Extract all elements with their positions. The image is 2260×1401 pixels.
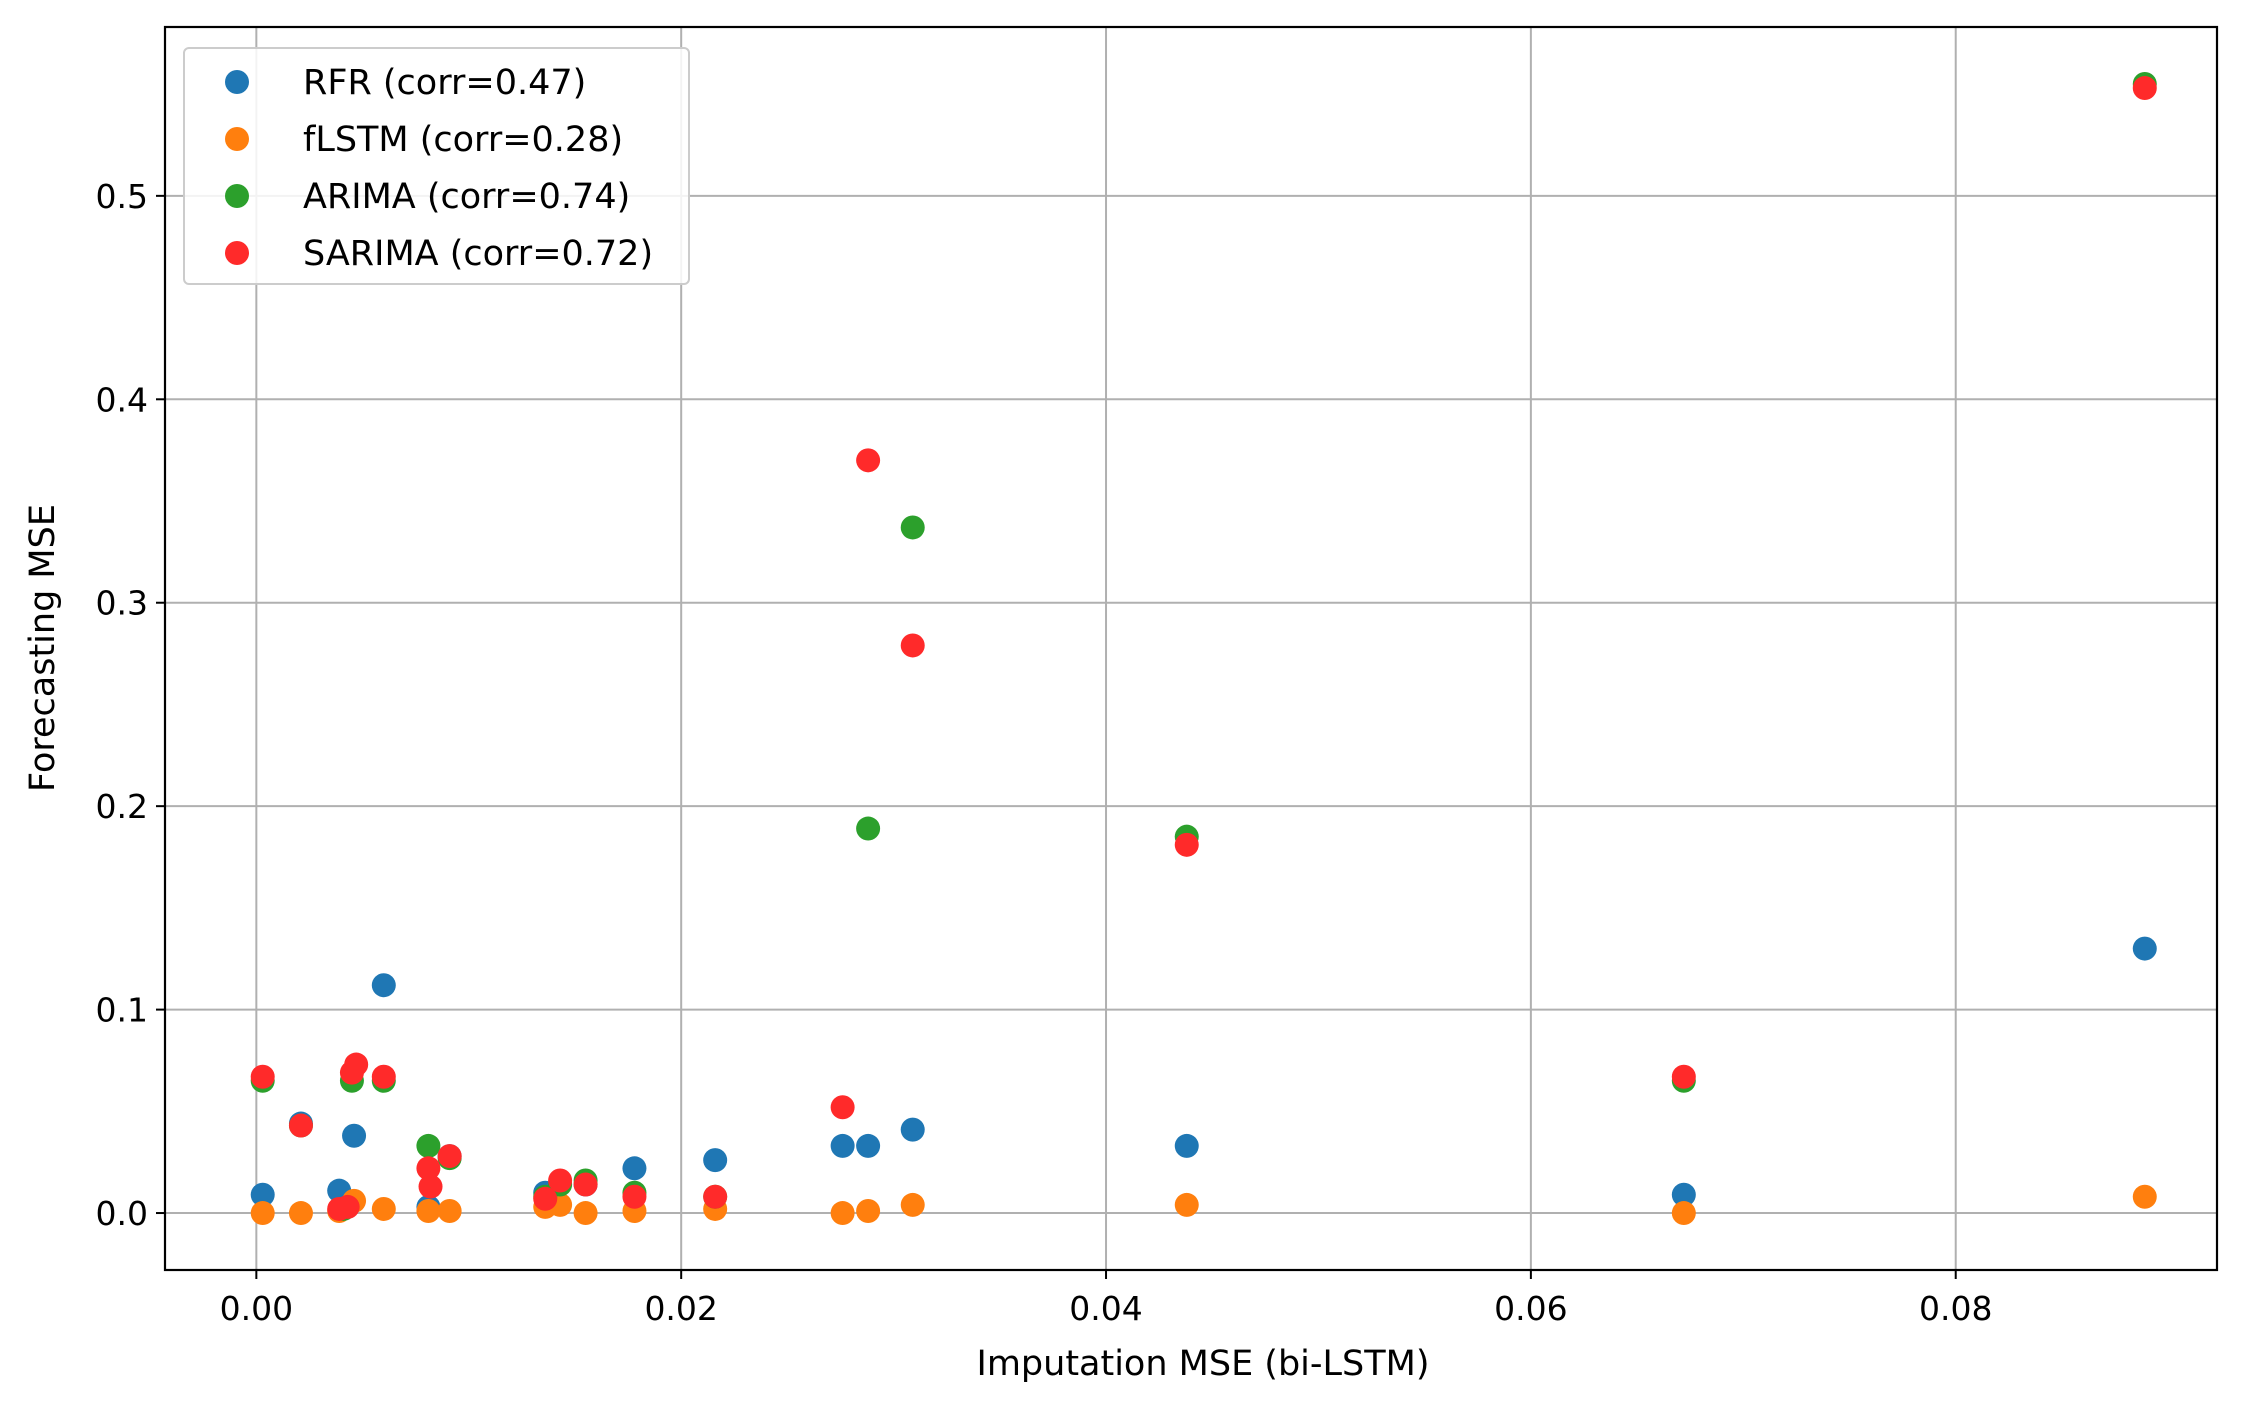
point-series-2 xyxy=(900,515,925,540)
point-series-1 xyxy=(437,1199,462,1224)
legend-marker xyxy=(225,241,249,265)
point-series-1 xyxy=(1671,1201,1696,1226)
point-series-1 xyxy=(288,1201,313,1226)
point-series-0 xyxy=(830,1133,855,1158)
point-series-3 xyxy=(622,1184,647,1209)
legend-label: ARIMA (corr=0.74) xyxy=(303,177,630,217)
y-tick-label: 0.4 xyxy=(96,380,148,419)
y-tick-label: 0.2 xyxy=(96,787,148,826)
point-series-1 xyxy=(416,1199,441,1224)
point-series-3 xyxy=(1174,832,1199,857)
point-series-3 xyxy=(437,1144,462,1169)
point-series-3 xyxy=(371,1064,396,1089)
x-axis-label: Imputation MSE (bi-LSTM) xyxy=(977,1344,1430,1384)
point-series-1 xyxy=(250,1201,275,1226)
point-series-0 xyxy=(2132,936,2157,961)
x-tick-label: 0.06 xyxy=(1494,1289,1567,1328)
point-series-0 xyxy=(250,1182,275,1207)
point-series-3 xyxy=(703,1184,728,1209)
point-series-3 xyxy=(830,1095,855,1120)
y-axis-label: Forecasting MSE xyxy=(23,504,63,792)
grid-lines xyxy=(165,27,2217,1270)
point-series-1 xyxy=(2132,1184,2157,1209)
legend-marker xyxy=(225,184,249,208)
point-series-1 xyxy=(830,1201,855,1226)
point-series-0 xyxy=(371,973,396,998)
legend-box xyxy=(183,47,690,285)
point-series-0 xyxy=(1174,1133,1199,1158)
point-series-0 xyxy=(856,1133,881,1158)
point-series-1 xyxy=(371,1196,396,1221)
point-series-3 xyxy=(344,1052,369,1077)
legend-label: RFR (corr=0.47) xyxy=(303,63,586,103)
y-tick-label: 0.3 xyxy=(96,584,148,623)
point-series-1 xyxy=(856,1199,881,1224)
y-tick-label: 0.0 xyxy=(96,1194,148,1233)
point-series-3 xyxy=(856,448,881,473)
x-tick-label: 0.02 xyxy=(644,1289,717,1328)
point-series-0 xyxy=(703,1148,728,1173)
point-series-3 xyxy=(1671,1064,1696,1089)
legend: RFR (corr=0.47) fLSTM (corr=0.28) ARIMA (c… xyxy=(183,47,690,285)
point-series-3 xyxy=(573,1172,598,1197)
point-series-1 xyxy=(900,1192,925,1217)
y-tick-label: 0.5 xyxy=(96,177,148,216)
point-series-1 xyxy=(1174,1192,1199,1217)
point-series-2 xyxy=(856,816,881,841)
point-series-3 xyxy=(2132,76,2157,101)
legend-label: SARIMA (corr=0.72) xyxy=(303,234,653,274)
point-series-0 xyxy=(1671,1182,1696,1207)
legend-marker xyxy=(225,70,249,94)
axis-ticks: 0.00 0.02 0.04 0.06 0.08 0.0 0.1 0.2 0.3 0.4 0.5 xyxy=(96,177,1993,1328)
point-series-3 xyxy=(250,1064,275,1089)
legend-marker xyxy=(225,127,249,151)
legend-label: fLSTM (corr=0.28) xyxy=(303,120,623,160)
plot-frame xyxy=(163,25,2219,1272)
point-series-2 xyxy=(416,1133,441,1158)
point-series-0 xyxy=(342,1123,367,1148)
point-series-3 xyxy=(533,1186,558,1211)
x-tick-label: 0.08 xyxy=(1919,1289,1992,1328)
point-series-1 xyxy=(573,1201,598,1226)
point-series-3 xyxy=(288,1113,313,1138)
point-series-3 xyxy=(335,1194,360,1219)
x-tick-label: 0.00 xyxy=(220,1289,293,1328)
data-points xyxy=(250,71,2157,1226)
point-series-3 xyxy=(548,1168,573,1193)
point-series-3 xyxy=(900,633,925,658)
y-tick-label: 0.1 xyxy=(96,991,148,1030)
point-series-0 xyxy=(622,1156,647,1181)
point-series-3 xyxy=(418,1174,443,1199)
point-series-0 xyxy=(900,1117,925,1142)
x-tick-label: 0.04 xyxy=(1069,1289,1142,1328)
point-series-3 xyxy=(416,1156,441,1181)
